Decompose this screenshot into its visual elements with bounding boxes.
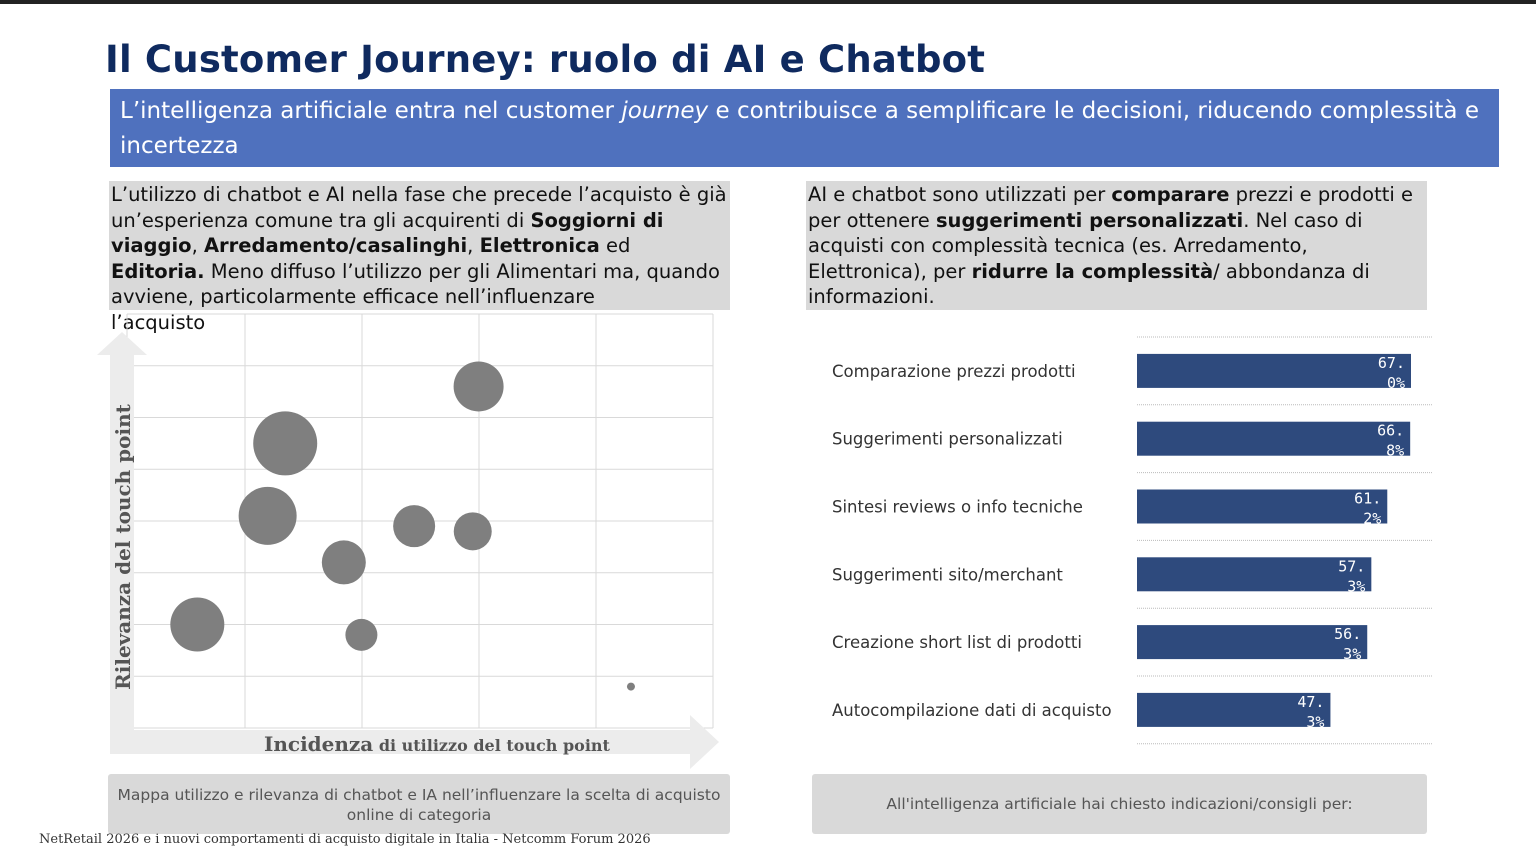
bubble-point-3: [393, 505, 436, 548]
bar-category-label-0: Comparazione prezzi prodotti: [832, 362, 1076, 381]
bar-3: [1137, 557, 1372, 592]
bar-0: [1137, 353, 1411, 388]
bar-2: [1137, 489, 1388, 524]
x-axis-label: Incidenza di utilizzo del touch point: [264, 732, 611, 756]
bar-category-label-2: Sintesi reviews o info tecniche: [832, 498, 1083, 517]
x-axis-label-bold: Incidenza: [264, 732, 373, 756]
footer-source: NetRetail 2026 e i nuovi comportamenti d…: [39, 832, 651, 847]
bubble-point-6: [170, 597, 225, 652]
bar-value-label-0-a: 67.: [1378, 354, 1405, 372]
left-text-2: ,: [191, 234, 204, 258]
bar-category-label-3: Suggerimenti sito/merchant: [832, 565, 1063, 584]
right-chart-caption: All'intelligenza artificiale hai chiesto…: [812, 774, 1427, 834]
left-bold-3: Elettronica: [479, 234, 600, 258]
page-title: Il Customer Journey: ruolo di AI e Chatb…: [105, 38, 986, 81]
bubble-point-8: [626, 682, 635, 691]
bubble-point-0: [453, 361, 504, 412]
y-axis-arrow: [97, 332, 147, 754]
left-text-1: L’utilizzo di chatbot e AI nella fase ch…: [111, 183, 727, 232]
left-text-5: Meno diffuso l’utilizzo per gli Alimenta…: [111, 259, 720, 309]
bubble-point-4: [453, 512, 492, 551]
banner-text-part1: L’intelligenza artificiale entra nel cus…: [120, 98, 622, 124]
bar-5: [1137, 692, 1331, 727]
right-description-box: AI e chatbot sono utilizzati per compara…: [806, 181, 1427, 310]
right-text-3: . Nel caso di acquisti con complessità t…: [808, 208, 1363, 283]
bar-value-label-4-a: 56.: [1334, 625, 1361, 643]
banner-text-part2: e contribuisce a semplificare le decisio…: [120, 98, 1479, 159]
right-text-2: prezzi e prodotti e per ottenere: [808, 183, 1413, 232]
bar-category-label-5: Autocompilazione dati di acquisto: [832, 701, 1112, 720]
bar-category-label-4: Creazione short list di prodotti: [832, 633, 1082, 652]
bubble-point-1: [253, 411, 318, 476]
right-text-4: / abbondanza di informazioni.: [808, 259, 1370, 309]
bar-value-label-0-b: 0%: [1387, 374, 1405, 392]
bar-value-label-2-b: 2%: [1363, 510, 1381, 528]
bar-layer: Comparazione prezzi prodotti 67. 0% Suggeri…: [832, 336, 1433, 745]
left-bold-2: Arredamento/casalinghi: [203, 234, 468, 258]
bar-1: [1137, 421, 1411, 456]
left-bold-1: Soggiorni di viaggio: [111, 208, 664, 258]
bar-value-label-3-a: 57.: [1338, 557, 1365, 575]
bubble-point-5: [321, 540, 366, 585]
left-text-3: ,: [467, 234, 480, 258]
right-bold-1: comparare: [1111, 183, 1230, 206]
bar-4: [1137, 625, 1368, 660]
right-bold-3: ridurre la complessità: [971, 259, 1214, 283]
bar-value-label-4-b: 3%: [1343, 645, 1361, 663]
top-border-line: [0, 0, 1536, 4]
bar-value-label-5-b: 3%: [1306, 713, 1324, 731]
bubble-point-7: [345, 618, 378, 651]
y-axis-label: Rilevanza del touch point: [111, 403, 135, 689]
bar-value-label-1-b: 8%: [1386, 442, 1404, 460]
left-text-4: ed: [599, 234, 631, 258]
summary-banner: L’intelligenza artificiale entra nel cus…: [110, 89, 1499, 167]
banner-text-italic: journey: [621, 98, 709, 124]
right-bold-2: suggerimenti personalizzati: [935, 208, 1244, 232]
bar-category-label-1: Suggerimenti personalizzati: [832, 430, 1063, 449]
bubble-point-2: [238, 486, 297, 545]
bubble-points: [170, 361, 635, 691]
x-axis-arrow: [110, 715, 719, 769]
bar-value-label-5-a: 47.: [1297, 693, 1324, 711]
right-text-1: AI e chatbot sono utilizzati per: [808, 183, 1112, 206]
bar-value-label-3-b: 3%: [1347, 577, 1365, 595]
bar-value-label-1-a: 66.: [1377, 422, 1404, 440]
x-axis-label-rest: di utilizzo del touch point: [373, 736, 610, 755]
left-chart-caption: Mappa utilizzo e rilevanza di chatbot e …: [108, 774, 730, 834]
left-bold-4: Editoria.: [111, 259, 205, 283]
bar-value-label-2-a: 61.: [1354, 490, 1381, 508]
